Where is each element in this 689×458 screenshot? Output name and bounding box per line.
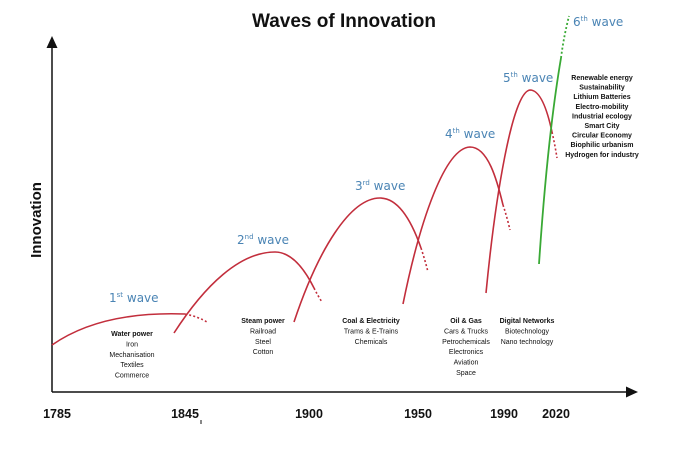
wave-labels: 1st wave 2nd wave 3rd wave 4th wave 5th … <box>109 15 623 305</box>
technology-item: Biotechnology <box>505 328 549 335</box>
technology-item: Commerce <box>115 373 149 380</box>
year-label: 1845 <box>171 407 199 421</box>
wave-6-label: 6th wave <box>573 15 623 29</box>
wave-5-label: 5th wave <box>503 71 553 85</box>
technology-item: Renewable energy <box>571 75 633 82</box>
wave-5-curve-dotted <box>551 131 558 159</box>
wave-3-curve <box>293 197 422 323</box>
technology-item: Digital Networks <box>500 318 555 325</box>
wave-6-tech-list: Renewable energy Sustainability Lithium Ba… <box>565 75 639 159</box>
wave-4-curve-dotted <box>502 204 511 231</box>
technology-item: Chemicals <box>355 339 388 346</box>
wave-6-curve-dotted <box>560 15 570 59</box>
technology-item: Industrial ecology <box>572 113 632 120</box>
technology-item: Smart City <box>584 123 619 130</box>
technology-item: Cars & Trucks <box>444 328 488 335</box>
wave-6-curve <box>538 57 562 265</box>
wave-curves <box>51 15 570 346</box>
year-label: 1900 <box>295 407 323 421</box>
technology-item: Nano technology <box>501 339 554 346</box>
technology-item: Oil & Gas <box>450 318 482 325</box>
wave-2-curve <box>173 251 315 334</box>
wave-3-tech-list: Coal & Electricity Trams & E-Trains Chemic… <box>342 318 400 346</box>
wave-4-label: 4th wave <box>445 127 495 141</box>
technology-item: Sustainability <box>579 85 625 92</box>
wave-4-tech-list: Oil & Gas Cars & Trucks Petrochemicals Elec… <box>442 318 490 377</box>
technology-item: Trams & E-Trains <box>344 328 399 335</box>
technology-item: Railroad <box>250 328 276 335</box>
technology-item: Aviation <box>454 360 479 367</box>
technology-item: Petrochemicals <box>442 339 490 346</box>
wave-2-label: 2nd wave <box>237 233 289 247</box>
year-label: 1990 <box>490 407 518 421</box>
technology-item: Textiles <box>120 362 144 369</box>
technology-item: Electronics <box>449 349 484 356</box>
y-axis-arrow-icon <box>46 36 58 48</box>
year-label: 2020 <box>542 407 570 421</box>
technology-item: Hydrogen for industry <box>565 152 639 159</box>
technology-item: Space <box>456 370 476 377</box>
wave-1-label: 1st wave <box>109 291 159 305</box>
technology-item: Electro-mobility <box>576 104 629 111</box>
y-axis-label: Innovation <box>28 182 45 258</box>
technology-item: Steam power <box>241 318 285 325</box>
wave-2-curve-dotted <box>313 287 323 303</box>
wave-1-tech-list: Water power Iron Mechanisation Textiles Comm… <box>109 331 154 380</box>
axes <box>46 36 638 398</box>
technology-item: Biophilic urbanism <box>570 142 633 149</box>
wave-4-curve <box>402 146 504 305</box>
technology-item: Lithium Batteries <box>573 94 630 101</box>
wave-5-curve <box>485 89 553 294</box>
year-label: 1785 <box>43 407 71 421</box>
technology-item: Mechanisation <box>109 352 154 359</box>
technology-item: Steel <box>255 339 271 346</box>
x-axis-arrow-icon <box>626 386 638 398</box>
technology-item: Iron <box>126 341 138 348</box>
x-axis-years: 1785 1845 1900 1950 1990 2020 <box>43 407 570 424</box>
wave-3-curve-dotted <box>420 247 429 273</box>
technology-item: Cotton <box>253 349 274 356</box>
wave-5-tech-list: Digital Networks Biotechnology Nano techno… <box>500 318 555 346</box>
wave-1-curve <box>51 312 186 346</box>
wave-2-tech-list: Steam power Railroad Steel Cotton <box>241 318 285 356</box>
technology-item: Water power <box>111 331 153 338</box>
technology-lists: Water power Iron Mechanisation Textiles Comm… <box>109 75 638 380</box>
wave-1-curve-dotted <box>184 313 208 323</box>
year-label: 1950 <box>404 407 432 421</box>
wave-3-label: 3rd wave <box>355 179 405 193</box>
technology-item: Coal & Electricity <box>342 318 400 325</box>
diagram-title: Waves of Innovation <box>252 11 436 32</box>
technology-item: Circular Economy <box>572 133 632 140</box>
